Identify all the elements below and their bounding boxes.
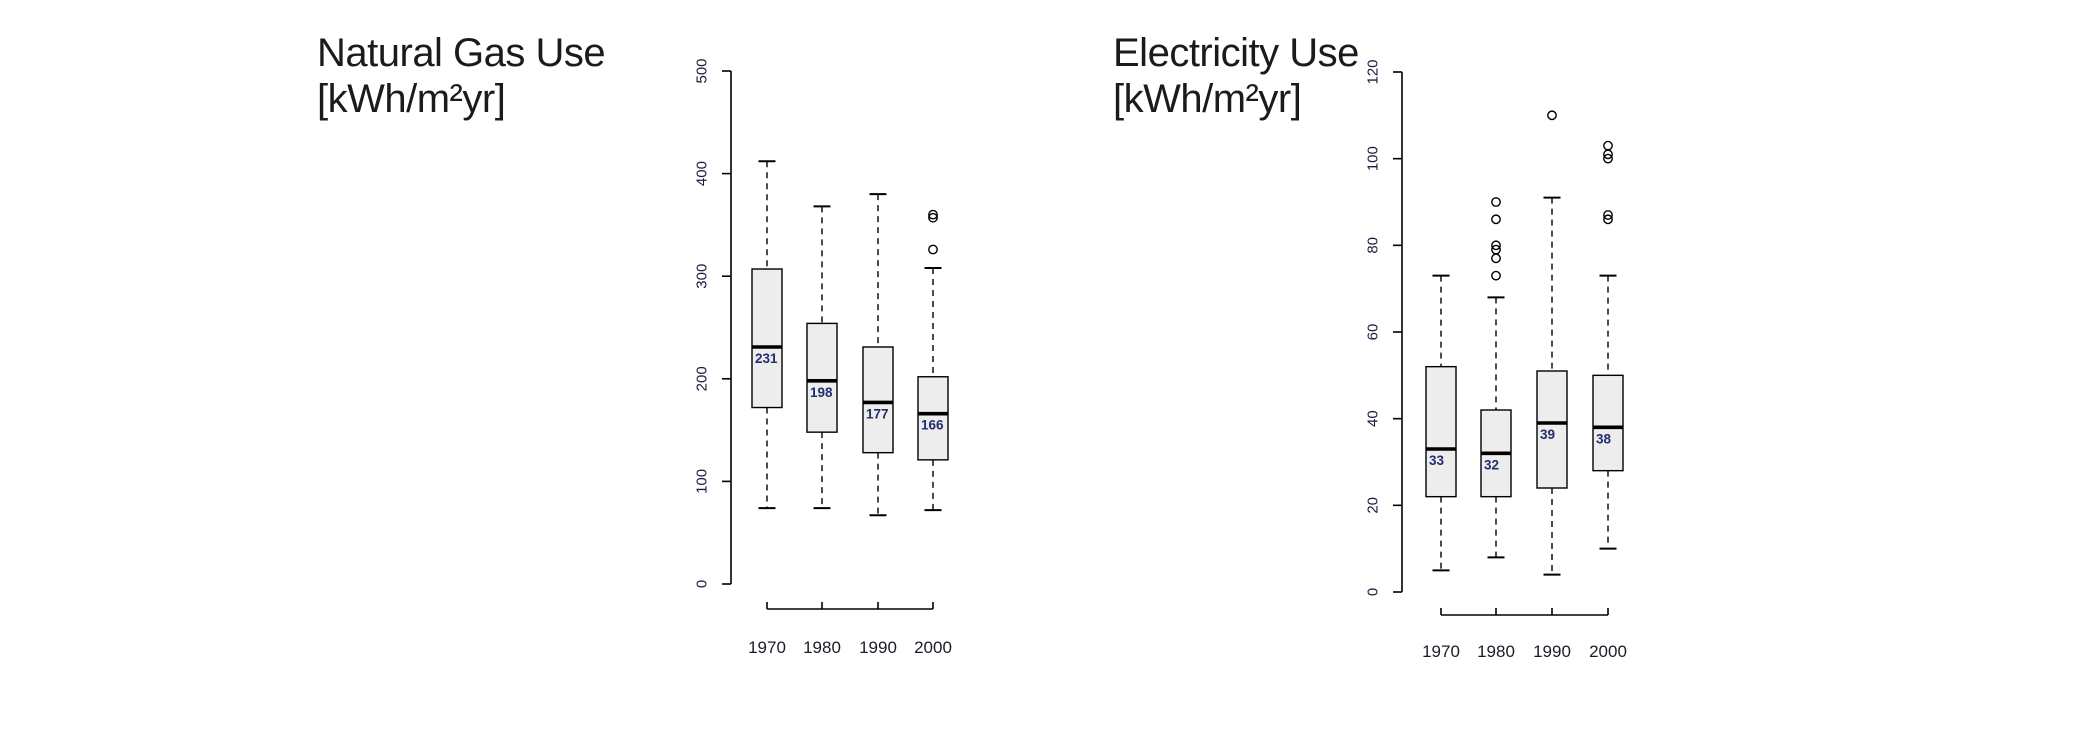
boxplot-box: [806, 322, 838, 433]
median-label: 177: [866, 406, 889, 421]
boxplot-2000: 166: [917, 209, 949, 512]
boxplot-box: [917, 376, 949, 461]
y-tick-label: 100: [1365, 146, 1382, 171]
boxplot-box: [751, 268, 783, 409]
boxplot-chart-0: 0 100 200 300 400 500 1970 1980 1990 2000 231 198 17…: [694, 58, 952, 657]
outlier-point: [1491, 244, 1501, 255]
x-tick-label-2000: 2000: [1589, 642, 1627, 661]
y-tick-label: 40: [1365, 410, 1382, 427]
boxplot-1970: 231: [751, 160, 783, 510]
y-tick-label: 400: [694, 161, 711, 186]
y-tick-label: 60: [1365, 324, 1382, 341]
boxplot-1990: 39: [1536, 110, 1568, 576]
boxplot-box: [1536, 370, 1568, 489]
median-label: 166: [921, 418, 944, 433]
y-tick-label: 500: [694, 58, 711, 83]
median-label: 198: [810, 385, 833, 400]
median-label: 39: [1540, 427, 1555, 442]
outlier-point: [928, 244, 938, 255]
outlier-point: [1603, 153, 1613, 164]
boxplot-box: [1592, 374, 1624, 472]
boxplot-1980: 32: [1480, 197, 1512, 559]
x-tick-label-2000: 2000: [914, 638, 952, 657]
x-tick-label-1980: 1980: [803, 638, 841, 657]
median-label: 38: [1596, 431, 1612, 446]
y-tick-label: 200: [694, 366, 711, 391]
x-tick-label-1990: 1990: [859, 638, 897, 657]
natural-gas-title-line2: [kWh/m²yr]: [317, 77, 506, 121]
x-tick-label-1970: 1970: [748, 638, 786, 657]
outlier-point: [1603, 210, 1613, 220]
outlier-point: [1491, 270, 1501, 281]
outlier-point: [1491, 240, 1501, 251]
y-tick-label: 20: [1365, 497, 1382, 514]
boxplot-2000: 38: [1592, 140, 1624, 550]
boxplot-box: [862, 346, 894, 454]
y-tick-label: 300: [694, 264, 711, 289]
x-tick-label-1990: 1990: [1533, 642, 1571, 661]
y-tick-label: 0: [1365, 588, 1382, 596]
outlier-point: [1491, 197, 1501, 207]
x-tick-label-1970: 1970: [1422, 642, 1460, 661]
boxplot-box: [1425, 365, 1457, 498]
median-label: 32: [1484, 457, 1499, 472]
chart-title-natural-gas: Natural Gas Use [kWh/m²yr]: [317, 30, 606, 122]
y-tick-label: 80: [1365, 237, 1382, 254]
electricity-title-line1: Electricity Use: [1113, 31, 1359, 75]
outlier-point: [1491, 214, 1501, 225]
outlier-point: [1603, 214, 1613, 225]
natural-gas-title-line1: Natural Gas Use: [317, 31, 606, 75]
y-tick-label: 0: [694, 580, 711, 588]
outlier-point: [928, 212, 938, 223]
median-label: 231: [755, 351, 778, 366]
outlier-point: [1603, 140, 1613, 151]
electricity-title-line2: [kWh/m²yr]: [1113, 77, 1302, 121]
boxplot-1980: 198: [806, 205, 838, 510]
median-label: 33: [1429, 453, 1445, 468]
outlier-point: [928, 209, 938, 220]
outlier-point: [1491, 253, 1501, 264]
x-tick-label-1980: 1980: [1477, 642, 1515, 661]
chart-title-electricity: Electricity Use [kWh/m²yr]: [1113, 30, 1359, 122]
boxplot-1970: 33: [1425, 274, 1457, 572]
boxplot-chart-1: 0 20 40 60 80 100 120 1970 1980 1990 2000 33 32 39 38: [1365, 59, 1627, 661]
outlier-point: [1547, 110, 1557, 121]
y-tick-label: 120: [1365, 59, 1382, 84]
y-tick-label: 100: [694, 469, 711, 494]
boxplot-1990: 177: [862, 193, 894, 517]
